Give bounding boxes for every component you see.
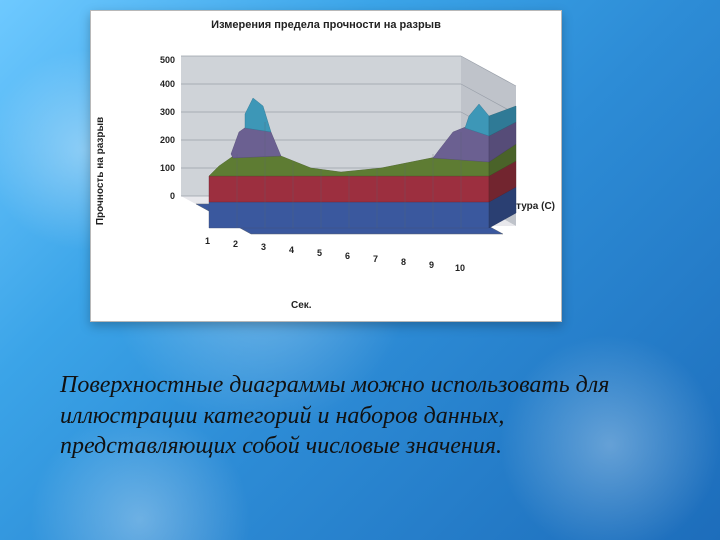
svg-text:3: 3 — [261, 242, 266, 252]
svg-text:5: 5 — [317, 248, 322, 258]
svg-text:0: 0 — [170, 191, 175, 201]
svg-text:4: 4 — [289, 245, 294, 255]
chart-card: Измерения предела прочности на разрыв Пр… — [90, 10, 562, 322]
svg-text:200: 200 — [160, 135, 175, 145]
slide-caption: Поверхностные диаграммы можно использова… — [60, 370, 660, 462]
svg-text:1: 1 — [205, 236, 210, 246]
svg-text:400: 400 — [160, 79, 175, 89]
x-ticks: 1 2 3 4 5 6 7 8 9 10 — [205, 236, 465, 273]
surface-chart: 0 100 200 300 400 500 — [121, 36, 551, 306]
svg-text:500: 500 — [160, 55, 175, 65]
svg-text:7: 7 — [373, 254, 378, 264]
y-ticks: 0 100 200 300 400 500 — [160, 55, 175, 201]
svg-text:8: 8 — [401, 257, 406, 267]
svg-text:2: 2 — [233, 239, 238, 249]
y-axis-label: Прочность на разрыв — [95, 71, 109, 271]
svg-text:6: 6 — [345, 251, 350, 261]
svg-text:10: 10 — [455, 263, 465, 273]
svg-text:100: 100 — [160, 163, 175, 173]
chart-title: Измерения предела прочности на разрыв — [91, 19, 561, 31]
svg-text:9: 9 — [429, 260, 434, 270]
svg-text:300: 300 — [160, 107, 175, 117]
